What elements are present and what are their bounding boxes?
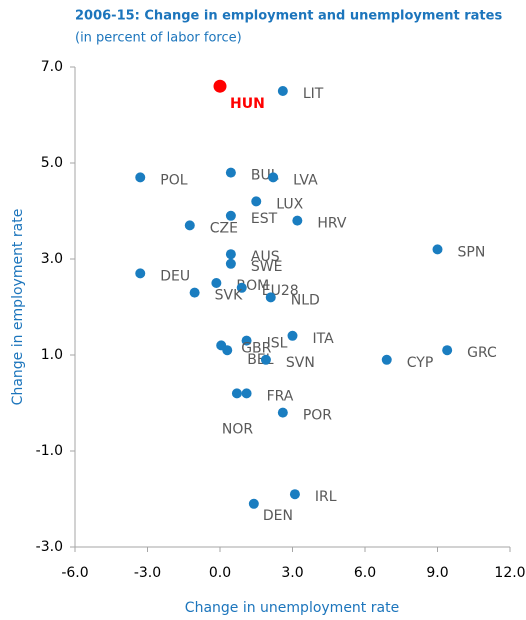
point-label: SVK xyxy=(215,288,243,304)
point xyxy=(135,172,146,183)
point xyxy=(287,330,298,341)
point-label: FRA xyxy=(267,388,294,404)
point-label: EST xyxy=(251,211,278,227)
y-tick-label: 3.0 xyxy=(41,251,63,267)
point xyxy=(135,268,146,279)
point xyxy=(225,249,236,260)
point-label: LIT xyxy=(303,86,324,102)
y-tick-label: 7.0 xyxy=(41,59,63,75)
point xyxy=(442,345,453,356)
point xyxy=(225,210,236,221)
point xyxy=(277,86,288,96)
point-label: HRV xyxy=(317,216,346,232)
point xyxy=(248,498,259,509)
point-label: AUS xyxy=(251,249,280,265)
point xyxy=(211,278,222,288)
point-label: ISL xyxy=(267,336,288,352)
point xyxy=(189,287,200,298)
point-label: SVN xyxy=(286,355,315,371)
point xyxy=(236,282,247,293)
point xyxy=(241,388,252,399)
point-label: NOR xyxy=(222,421,253,437)
point xyxy=(432,244,443,255)
point-label: GBR xyxy=(241,340,271,356)
x-tick-label: 6.0 xyxy=(354,565,376,581)
point-label: POL xyxy=(160,172,187,188)
point-label: DEN xyxy=(263,508,293,524)
x-tick-label: 12.0 xyxy=(494,565,525,581)
point xyxy=(241,335,252,346)
point-label: IRL xyxy=(315,489,337,505)
point xyxy=(260,354,271,365)
point xyxy=(231,388,242,399)
point xyxy=(268,172,279,183)
point-label: SPN xyxy=(458,244,486,260)
point xyxy=(213,79,227,93)
x-axis-label: Change in unemployment rate xyxy=(185,600,399,616)
chart-title: 2006-15: Change in employment and unempl… xyxy=(75,9,502,24)
x-tick-label: -6.0 xyxy=(61,565,88,581)
x-tick-label: -3.0 xyxy=(134,565,161,581)
point xyxy=(251,196,262,207)
point-label: LVA xyxy=(293,172,318,188)
y-tick-label: 1.0 xyxy=(41,347,63,363)
y-tick-label: -1.0 xyxy=(36,443,63,459)
point xyxy=(225,167,236,178)
point-label: ITA xyxy=(313,331,335,347)
x-tick-label: 0.0 xyxy=(209,565,231,581)
point-label: GRC xyxy=(467,345,497,361)
point xyxy=(289,489,300,500)
y-axis-label: Change in employment rate xyxy=(10,209,26,406)
point xyxy=(225,258,236,269)
point xyxy=(222,345,233,356)
point-label: LUX xyxy=(276,196,303,212)
point-label: DEU xyxy=(160,268,190,284)
point xyxy=(184,220,195,231)
point-label: CYP xyxy=(407,355,434,371)
y-tick-label: -3.0 xyxy=(36,539,63,555)
point-label: POR xyxy=(303,408,332,424)
point xyxy=(381,354,392,365)
point-label: SWE xyxy=(251,259,283,275)
point-label: HUN xyxy=(230,96,265,112)
x-tick-label: 9.0 xyxy=(426,565,448,581)
point-label: NLD xyxy=(291,292,320,308)
chart-subtitle: (in percent of labor force) xyxy=(75,31,242,46)
x-tick-label: 3.0 xyxy=(281,565,303,581)
point xyxy=(277,407,288,418)
y-tick-label: 5.0 xyxy=(41,155,63,171)
point-label: CZE xyxy=(210,220,238,236)
point xyxy=(265,292,276,303)
point xyxy=(292,215,303,226)
